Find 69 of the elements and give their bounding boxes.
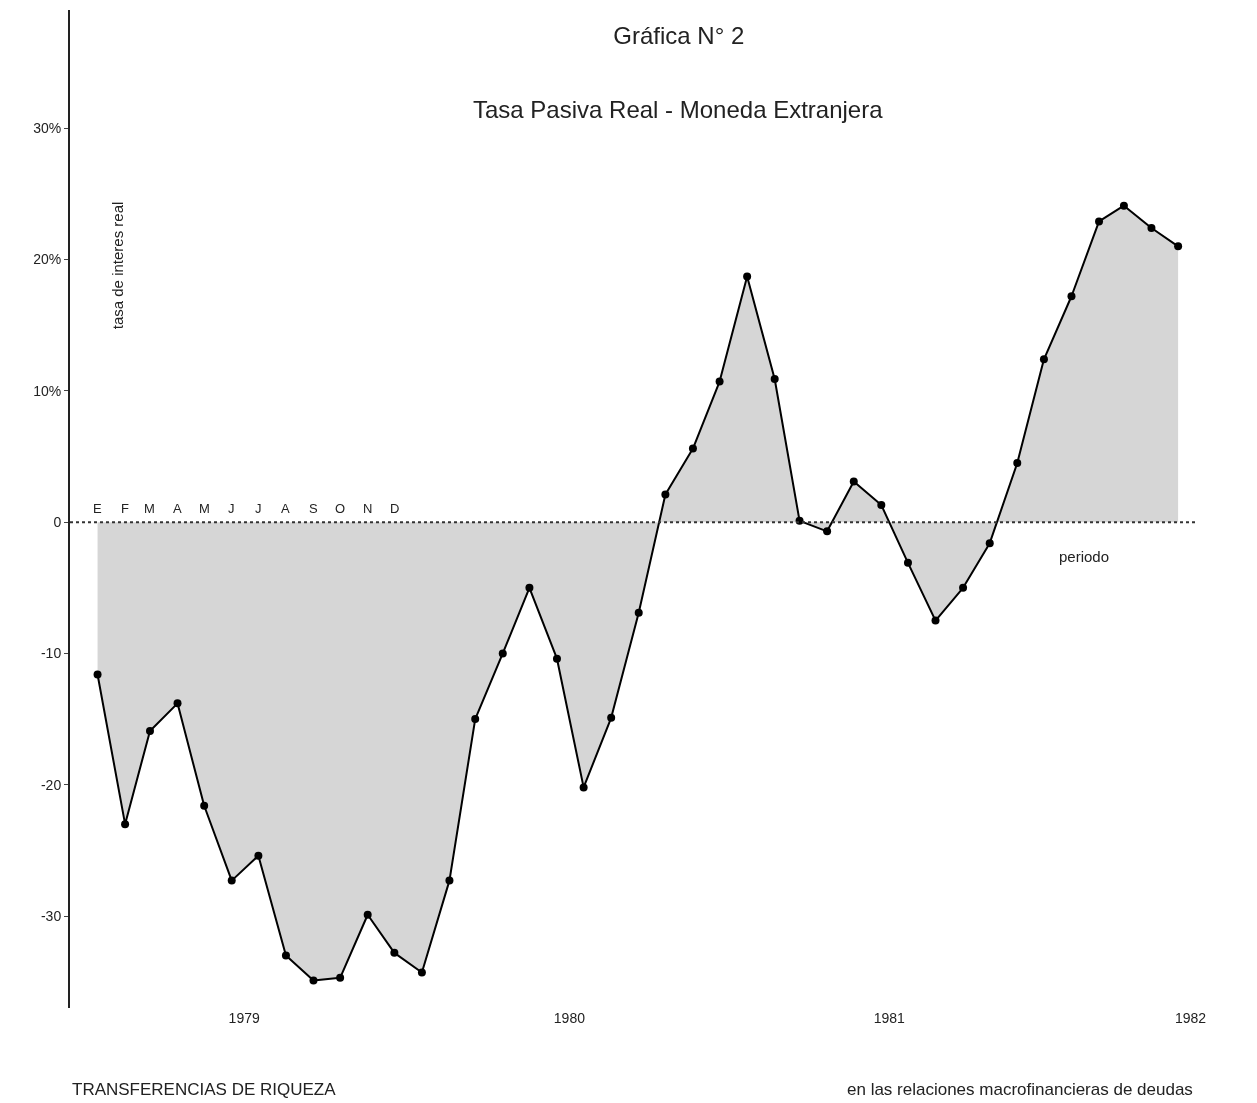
point	[579, 783, 588, 792]
point	[390, 948, 399, 957]
point	[715, 377, 724, 386]
annotation: J	[255, 501, 262, 516]
point	[823, 527, 832, 536]
point	[445, 876, 454, 885]
point	[770, 375, 779, 383]
point	[931, 616, 940, 625]
point	[1095, 217, 1104, 226]
point	[1119, 201, 1128, 210]
point	[93, 670, 102, 679]
point	[498, 649, 507, 658]
point	[309, 976, 318, 985]
point	[173, 699, 182, 708]
point	[336, 973, 345, 982]
annotation: M	[199, 501, 210, 516]
annotation: J	[228, 501, 235, 516]
point	[661, 490, 670, 499]
point	[254, 851, 263, 860]
point	[145, 726, 154, 735]
point	[1174, 242, 1183, 251]
point	[525, 583, 534, 592]
x-tick-label: 1980	[553, 1010, 586, 1026]
annotation: F	[121, 501, 129, 516]
point	[849, 477, 858, 486]
text: en las relaciones macrofinancieras de deudas	[847, 1080, 1193, 1099]
point	[121, 820, 130, 829]
point	[903, 558, 912, 567]
point	[959, 583, 968, 592]
point	[985, 539, 994, 548]
y-tick-label: 10%	[33, 382, 62, 399]
point	[634, 608, 643, 617]
point	[877, 501, 886, 510]
point	[281, 951, 290, 960]
annotation: A	[281, 501, 290, 516]
point	[1147, 223, 1156, 232]
annotation: N	[363, 501, 373, 516]
point	[1067, 292, 1076, 301]
x-tick-label: 1979	[228, 1010, 260, 1026]
y-tick-label: 30%	[33, 120, 62, 137]
point	[552, 654, 561, 663]
point	[363, 910, 372, 919]
y-tick-label: -30	[40, 907, 62, 924]
annotation: D	[390, 501, 400, 516]
y-tick-label: 0	[53, 514, 62, 531]
y-tick-label: -10	[40, 645, 62, 662]
point	[417, 968, 426, 977]
point	[227, 876, 236, 885]
annotation: S	[309, 501, 318, 516]
point	[1039, 355, 1048, 364]
annotation: O	[335, 501, 346, 516]
y-tick-label: 20%	[33, 251, 62, 268]
x-axis-title: periodo	[1059, 548, 1110, 565]
text: TRANSFERENCIAS DE RIQUEZA	[72, 1080, 337, 1099]
point	[200, 801, 209, 810]
annotation: E	[93, 501, 102, 516]
y-tick-label: -20	[40, 776, 62, 793]
annotation: M	[144, 501, 155, 516]
point	[743, 272, 752, 281]
y-axis-title: tasa de interes real	[109, 201, 127, 330]
point	[607, 713, 616, 722]
text: Gráfica N° 2	[613, 22, 745, 50]
annotation: A	[173, 501, 182, 516]
x-tick-label: 1982	[1174, 1010, 1207, 1026]
x-tick-label: 1981	[873, 1010, 906, 1026]
point	[471, 715, 480, 724]
text: Tasa Pasiva Real - Moneda Extranjera	[473, 96, 884, 123]
point	[688, 444, 697, 453]
point	[1013, 459, 1022, 468]
